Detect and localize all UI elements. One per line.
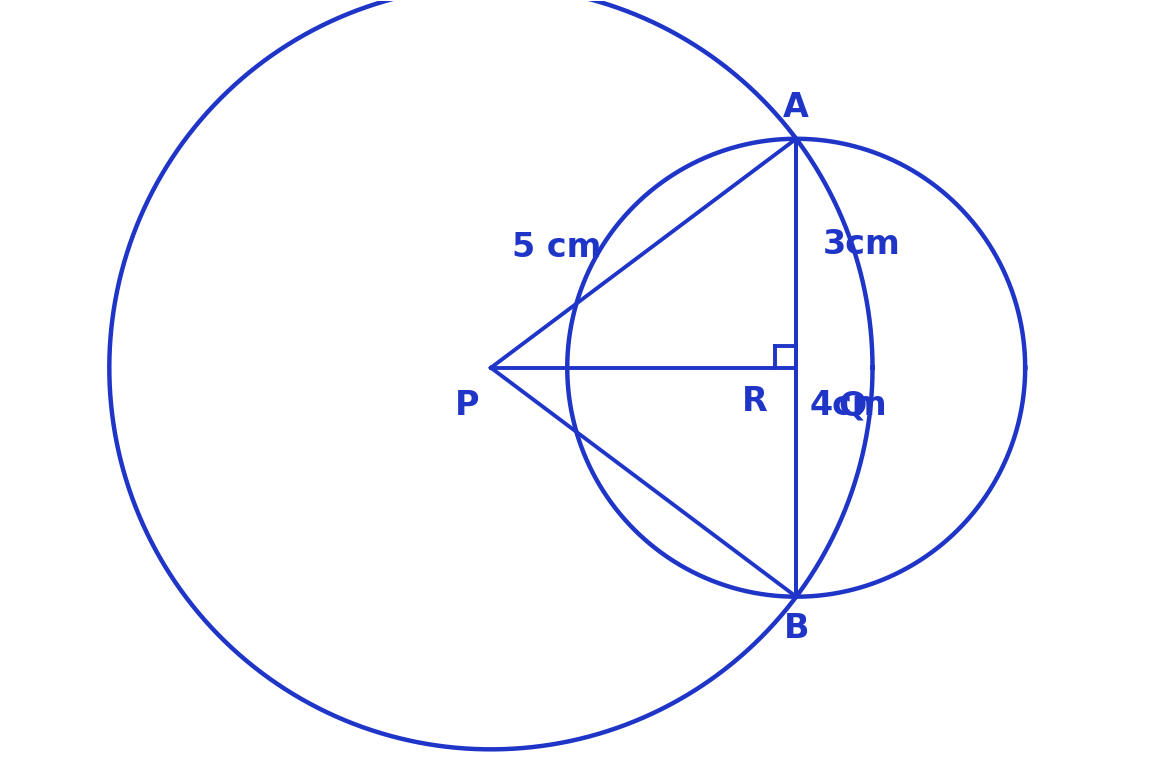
- Text: A: A: [783, 90, 810, 123]
- Text: R: R: [741, 385, 768, 417]
- Text: P: P: [456, 389, 480, 422]
- Text: 5 cm: 5 cm: [513, 231, 601, 264]
- Text: 4cm: 4cm: [810, 389, 888, 422]
- Text: 3cm: 3cm: [822, 228, 901, 260]
- Text: B: B: [783, 612, 809, 645]
- Text: Q: Q: [838, 389, 867, 422]
